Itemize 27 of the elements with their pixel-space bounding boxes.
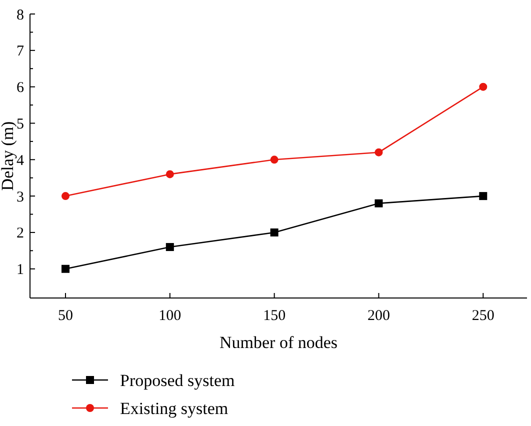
- x-tick-label: 200: [367, 308, 390, 324]
- y-tick-label: 4: [16, 152, 24, 169]
- point: [62, 192, 70, 200]
- y-tick-label: 6: [16, 80, 24, 96]
- point: [166, 170, 174, 178]
- point: [479, 192, 488, 200]
- legend-label: Existing system: [120, 398, 228, 418]
- point: [374, 148, 383, 156]
- legend-label: Proposed system: [120, 370, 235, 390]
- y-axis-title: Delay (m): [0, 121, 17, 191]
- x-tick-label: 50: [58, 308, 73, 324]
- y-tick-label: 7: [16, 44, 24, 60]
- point: [479, 82, 488, 91]
- point: [270, 156, 278, 164]
- point: [374, 199, 383, 208]
- x-tick-label: 100: [158, 308, 182, 324]
- point: [166, 243, 174, 252]
- x-tick-label: 250: [472, 308, 494, 324]
- y-tick-label: 5: [16, 116, 24, 132]
- point: [62, 264, 70, 273]
- x-axis-title: Number of nodes: [219, 333, 338, 352]
- y-tick-label: 2: [16, 226, 24, 242]
- x-tick-label: 150: [263, 308, 286, 324]
- y-tick-label: 3: [16, 189, 24, 206]
- y-tick-label: 1: [16, 262, 24, 278]
- point: [270, 228, 278, 236]
- y-tick-label: 8: [16, 7, 24, 24]
